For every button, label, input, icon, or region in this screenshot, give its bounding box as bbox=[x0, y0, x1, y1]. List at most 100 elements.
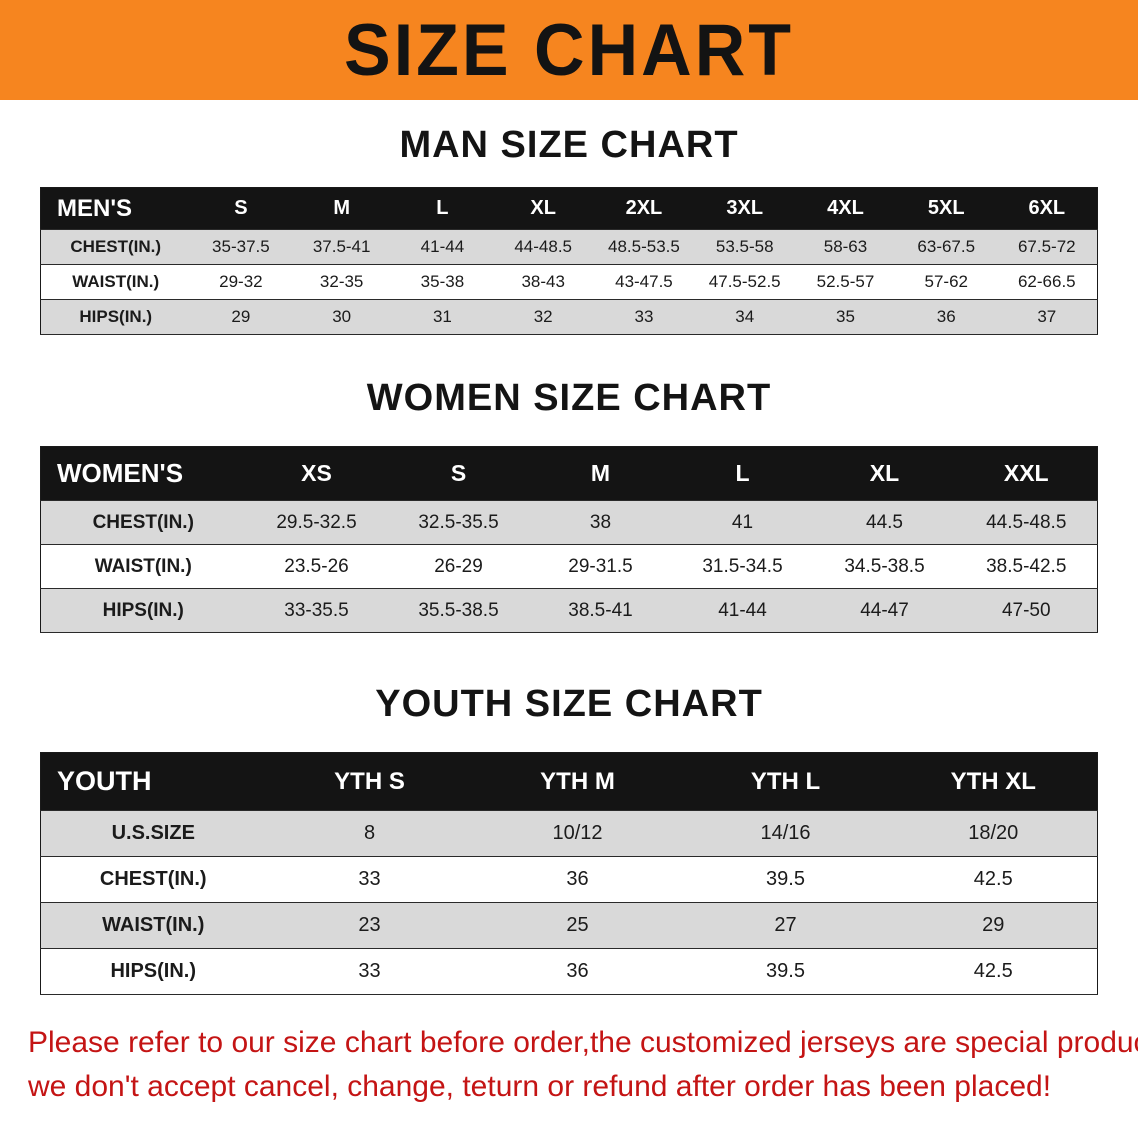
table-row: HIPS(IN.) 33 36 39.5 42.5 bbox=[40, 948, 1098, 995]
value-cell: 63-67.5 bbox=[895, 229, 997, 265]
value-cell: 33 bbox=[593, 299, 695, 335]
measure-label-cell: WAIST(IN.) bbox=[40, 902, 266, 949]
value-cell: 38-43 bbox=[492, 264, 594, 300]
value-cell: 26-29 bbox=[387, 544, 530, 589]
value-cell: 37 bbox=[996, 299, 1098, 335]
measure-label-cell: HIPS(IN.) bbox=[40, 948, 266, 995]
women-size-chart-heading: WOMEN SIZE CHART bbox=[366, 377, 772, 419]
disclaimer-note: Please refer to our size chart before or… bbox=[0, 1021, 1138, 1108]
value-cell: 67.5-72 bbox=[996, 229, 1098, 265]
measure-label-cell: U.S.SIZE bbox=[40, 810, 266, 857]
table-header-row: YOUTH YTH S YTH M YTH L YTH XL bbox=[40, 752, 1098, 811]
value-cell: 41 bbox=[671, 500, 814, 545]
value-cell: 44-48.5 bbox=[492, 229, 594, 265]
size-header-cell: 3XL bbox=[694, 187, 796, 230]
size-header-cell: XL bbox=[813, 446, 956, 501]
measure-label-cell: CHEST(IN.) bbox=[40, 856, 266, 903]
size-header-cell: YTH M bbox=[473, 752, 682, 811]
size-header-cell: XL bbox=[492, 187, 594, 230]
value-cell: 39.5 bbox=[681, 948, 890, 995]
value-cell: 36 bbox=[473, 948, 682, 995]
value-cell: 32 bbox=[492, 299, 594, 335]
disclaimer-line-2: we don't accept cancel, change, teturn o… bbox=[28, 1069, 1052, 1103]
value-cell: 38.5-42.5 bbox=[955, 544, 1098, 589]
value-cell: 44.5-48.5 bbox=[955, 500, 1098, 545]
measure-label-cell: WAIST(IN.) bbox=[40, 264, 191, 300]
measure-label-cell: WAIST(IN.) bbox=[40, 544, 246, 589]
value-cell: 33 bbox=[265, 948, 474, 995]
size-header-cell: YTH L bbox=[681, 752, 890, 811]
size-chart-banner: SIZE CHART bbox=[0, 0, 1138, 100]
table-header-row: MEN'S S M L XL 2XL 3XL 4XL 5XL 6XL bbox=[40, 187, 1098, 230]
table-row: HIPS(IN.) 33-35.5 35.5-38.5 38.5-41 41-44 44-… bbox=[40, 588, 1098, 633]
size-header-cell: 6XL bbox=[996, 187, 1098, 230]
size-header-cell: XXL bbox=[955, 446, 1098, 501]
table-row: WAIST(IN.) 23.5-26 26-29 29-31.5 31.5-34.5 34… bbox=[40, 544, 1098, 589]
man-size-chart-heading: MAN SIZE CHART bbox=[399, 124, 739, 166]
value-cell: 38 bbox=[529, 500, 672, 545]
value-cell: 27 bbox=[681, 902, 890, 949]
value-cell: 57-62 bbox=[895, 264, 997, 300]
disclaimer-line-1: Please refer to our size chart before or… bbox=[28, 1026, 1138, 1059]
value-cell: 53.5-58 bbox=[694, 229, 796, 265]
table-row: CHEST(IN.) 29.5-32.5 32.5-35.5 38 41 44.5 44.5… bbox=[40, 500, 1098, 545]
size-header-cell: M bbox=[529, 446, 672, 501]
table-row: HIPS(IN.) 29 30 31 32 33 34 35 36 37 bbox=[40, 299, 1098, 335]
value-cell: 29 bbox=[190, 299, 292, 335]
men-size-table: MEN'S S M L XL 2XL 3XL 4XL 5XL 6XL CHEST(IN.) 35-37… bbox=[40, 187, 1098, 335]
table-header-row: WOMEN'S XS S M L XL XXL bbox=[40, 446, 1098, 501]
value-cell: 8 bbox=[265, 810, 474, 857]
value-cell: 39.5 bbox=[681, 856, 890, 903]
value-cell: 35.5-38.5 bbox=[387, 588, 530, 633]
value-cell: 34 bbox=[694, 299, 796, 335]
size-header-cell: YTH XL bbox=[889, 752, 1098, 811]
value-cell: 44-47 bbox=[813, 588, 956, 633]
value-cell: 47.5-52.5 bbox=[694, 264, 796, 300]
size-header-cell: L bbox=[392, 187, 493, 230]
size-header-cell: YTH S bbox=[265, 752, 474, 811]
value-cell: 42.5 bbox=[889, 948, 1098, 995]
size-header-cell: XS bbox=[245, 446, 388, 501]
value-cell: 18/20 bbox=[889, 810, 1098, 857]
value-cell: 62-66.5 bbox=[996, 264, 1098, 300]
value-cell: 31 bbox=[392, 299, 493, 335]
size-header-cell: M bbox=[291, 187, 393, 230]
value-cell: 38.5-41 bbox=[529, 588, 672, 633]
value-cell: 23.5-26 bbox=[245, 544, 388, 589]
table-row: WAIST(IN.) 29-32 32-35 35-38 38-43 43-47.5 47.… bbox=[40, 264, 1098, 300]
value-cell: 34.5-38.5 bbox=[813, 544, 956, 589]
value-cell: 32.5-35.5 bbox=[387, 500, 530, 545]
value-cell: 35 bbox=[795, 299, 896, 335]
value-cell: 35-38 bbox=[392, 264, 493, 300]
value-cell: 35-37.5 bbox=[190, 229, 292, 265]
value-cell: 44.5 bbox=[813, 500, 956, 545]
size-header-cell: 4XL bbox=[795, 187, 896, 230]
value-cell: 33 bbox=[265, 856, 474, 903]
size-header-cell: S bbox=[190, 187, 292, 230]
banner-title: SIZE CHART bbox=[344, 9, 794, 91]
value-cell: 58-63 bbox=[795, 229, 896, 265]
value-cell: 10/12 bbox=[473, 810, 682, 857]
value-cell: 30 bbox=[291, 299, 393, 335]
value-cell: 29-31.5 bbox=[529, 544, 672, 589]
value-cell: 14/16 bbox=[681, 810, 890, 857]
measure-label-cell: HIPS(IN.) bbox=[40, 588, 246, 633]
value-cell: 33-35.5 bbox=[245, 588, 388, 633]
size-header-cell: 5XL bbox=[895, 187, 997, 230]
table-row: CHEST(IN.) 35-37.5 37.5-41 41-44 44-48.5 48.5… bbox=[40, 229, 1098, 265]
value-cell: 29-32 bbox=[190, 264, 292, 300]
value-cell: 41-44 bbox=[392, 229, 493, 265]
value-cell: 43-47.5 bbox=[593, 264, 695, 300]
youth-size-table: YOUTH YTH S YTH M YTH L YTH XL U.S.SIZE 8 10/12… bbox=[40, 752, 1098, 995]
value-cell: 41-44 bbox=[671, 588, 814, 633]
value-cell: 37.5-41 bbox=[291, 229, 393, 265]
size-header-cell: L bbox=[671, 446, 814, 501]
value-cell: 31.5-34.5 bbox=[671, 544, 814, 589]
value-cell: 36 bbox=[473, 856, 682, 903]
value-cell: 52.5-57 bbox=[795, 264, 896, 300]
value-cell: 23 bbox=[265, 902, 474, 949]
size-header-cell: S bbox=[387, 446, 530, 501]
measure-label-cell: HIPS(IN.) bbox=[40, 299, 191, 335]
women-size-table: WOMEN'S XS S M L XL XXL CHEST(IN.) 29.5-32.5 32.5… bbox=[40, 446, 1098, 633]
value-cell: 25 bbox=[473, 902, 682, 949]
